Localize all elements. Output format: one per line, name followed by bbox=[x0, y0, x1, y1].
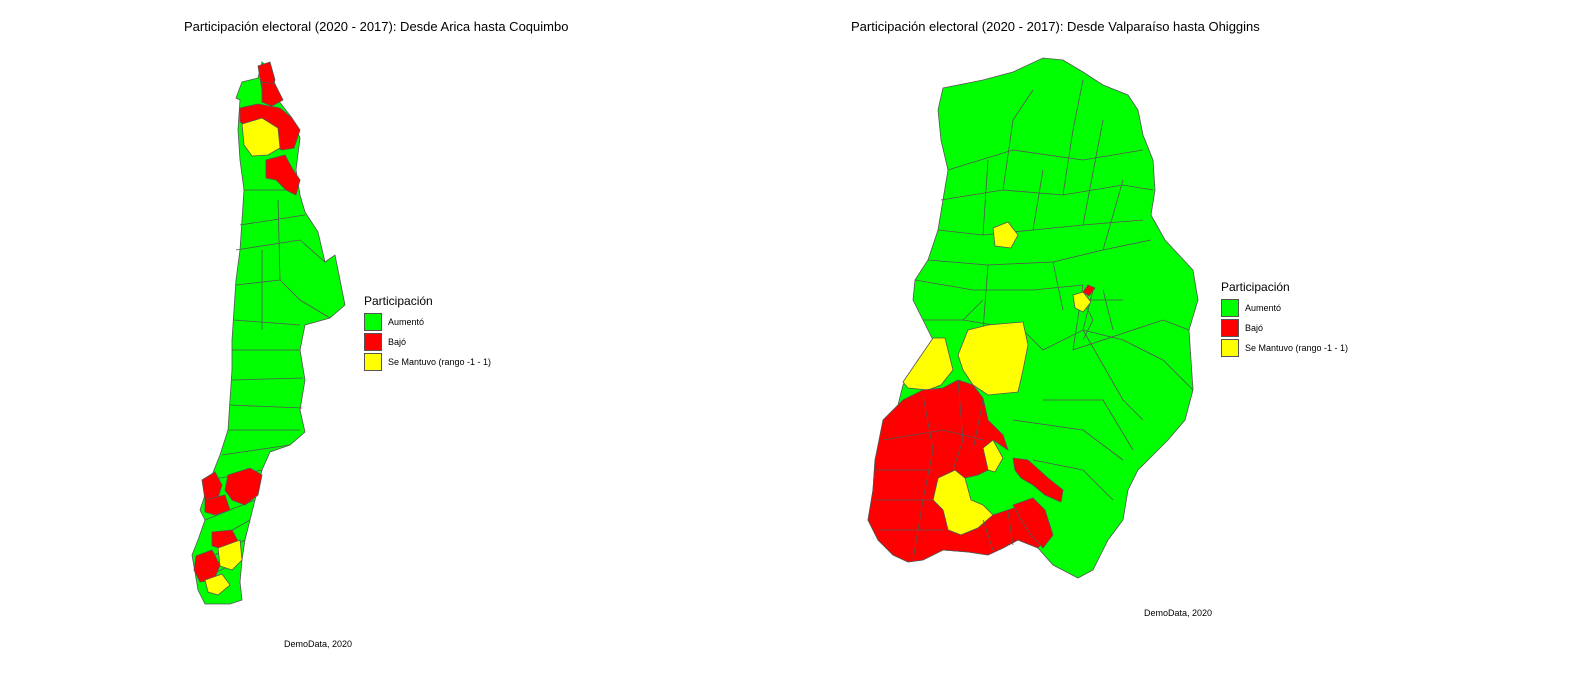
left-legend-item-se-mantuvo: Se Mantuvo (rango -1 - 1) bbox=[364, 352, 491, 372]
left-commune-yellow-3 bbox=[204, 573, 231, 596]
right-commune-yellow-1 bbox=[992, 221, 1019, 249]
right-legend-label-se-mantuvo: Se Mantuvo (rango -1 - 1) bbox=[1245, 343, 1349, 353]
right-commune-yellow-3 bbox=[957, 321, 1029, 396]
left-commune-red-5 bbox=[201, 471, 223, 501]
right-legend-label-bajo: Bajó bbox=[1245, 323, 1264, 333]
right-map-title: Participación electoral (2020 - 2017): D… bbox=[851, 19, 1260, 34]
left-commune-yellow-1 bbox=[241, 117, 281, 157]
left-map-arica-coquimbo bbox=[191, 61, 346, 605]
left-legend-swatch-aumento bbox=[364, 313, 382, 331]
right-commune-red-4 bbox=[1012, 497, 1054, 549]
left-map-panel: Participación electoral (2020 - 2017): D… bbox=[0, 0, 783, 681]
left-region-base bbox=[191, 61, 346, 605]
right-map-panel: Participación electoral (2020 - 2017): D… bbox=[783, 0, 1575, 681]
left-legend-swatch-bajo bbox=[364, 333, 382, 351]
right-legend-item-bajo: Bajó bbox=[1221, 318, 1348, 338]
right-map-valparaiso-ohiggins bbox=[867, 57, 1199, 579]
left-source-caption: DemoData, 2020 bbox=[284, 639, 353, 649]
left-legend-label-se-mantuvo: Se Mantuvo (rango -1 - 1) bbox=[388, 357, 492, 367]
left-commune-yellow-2 bbox=[217, 539, 243, 571]
right-legend-swatch-se-mantuvo bbox=[1221, 339, 1239, 357]
left-commune-red-4 bbox=[261, 81, 284, 107]
left-legend-swatch-se-mantuvo bbox=[364, 353, 382, 371]
right-commune-yellow-2 bbox=[1072, 291, 1092, 313]
right-legend-label-aumento: Aumentó bbox=[1245, 303, 1282, 313]
right-legend-title: Participación bbox=[1221, 280, 1290, 294]
left-legend: Participación Aumentó Bajó Se Mantuvo (r… bbox=[364, 294, 491, 372]
left-legend-label-aumento: Aumentó bbox=[388, 317, 425, 327]
left-commune-red-6 bbox=[224, 467, 263, 506]
left-legend-label-bajo: Bajó bbox=[388, 337, 407, 347]
left-legend-item-bajo: Bajó bbox=[364, 332, 491, 352]
left-map-title: Participación electoral (2020 - 2017): D… bbox=[184, 19, 569, 34]
left-commune-red-7 bbox=[204, 494, 231, 516]
right-red-internal-boundaries bbox=[873, 379, 1014, 561]
right-commune-boundaries bbox=[914, 79, 1194, 501]
right-legend-item-aumento: Aumentó bbox=[1221, 298, 1348, 318]
left-legend-title: Participación bbox=[364, 294, 433, 308]
right-commune-red-2 bbox=[867, 379, 1049, 563]
right-source-caption: DemoData, 2020 bbox=[1144, 608, 1213, 618]
right-legend-swatch-bajo bbox=[1221, 319, 1239, 337]
right-commune-red-1 bbox=[1082, 284, 1096, 297]
right-commune-red-3 bbox=[1012, 457, 1064, 503]
left-legend-item-aumento: Aumentó bbox=[364, 312, 491, 332]
right-legend: Participación Aumentó Bajó Se Mantuvo (r… bbox=[1221, 280, 1348, 358]
left-commune-red-3 bbox=[265, 154, 301, 196]
right-legend-item-se-mantuvo: Se Mantuvo (rango -1 - 1) bbox=[1221, 338, 1348, 358]
right-legend-swatch-aumento bbox=[1221, 299, 1239, 317]
